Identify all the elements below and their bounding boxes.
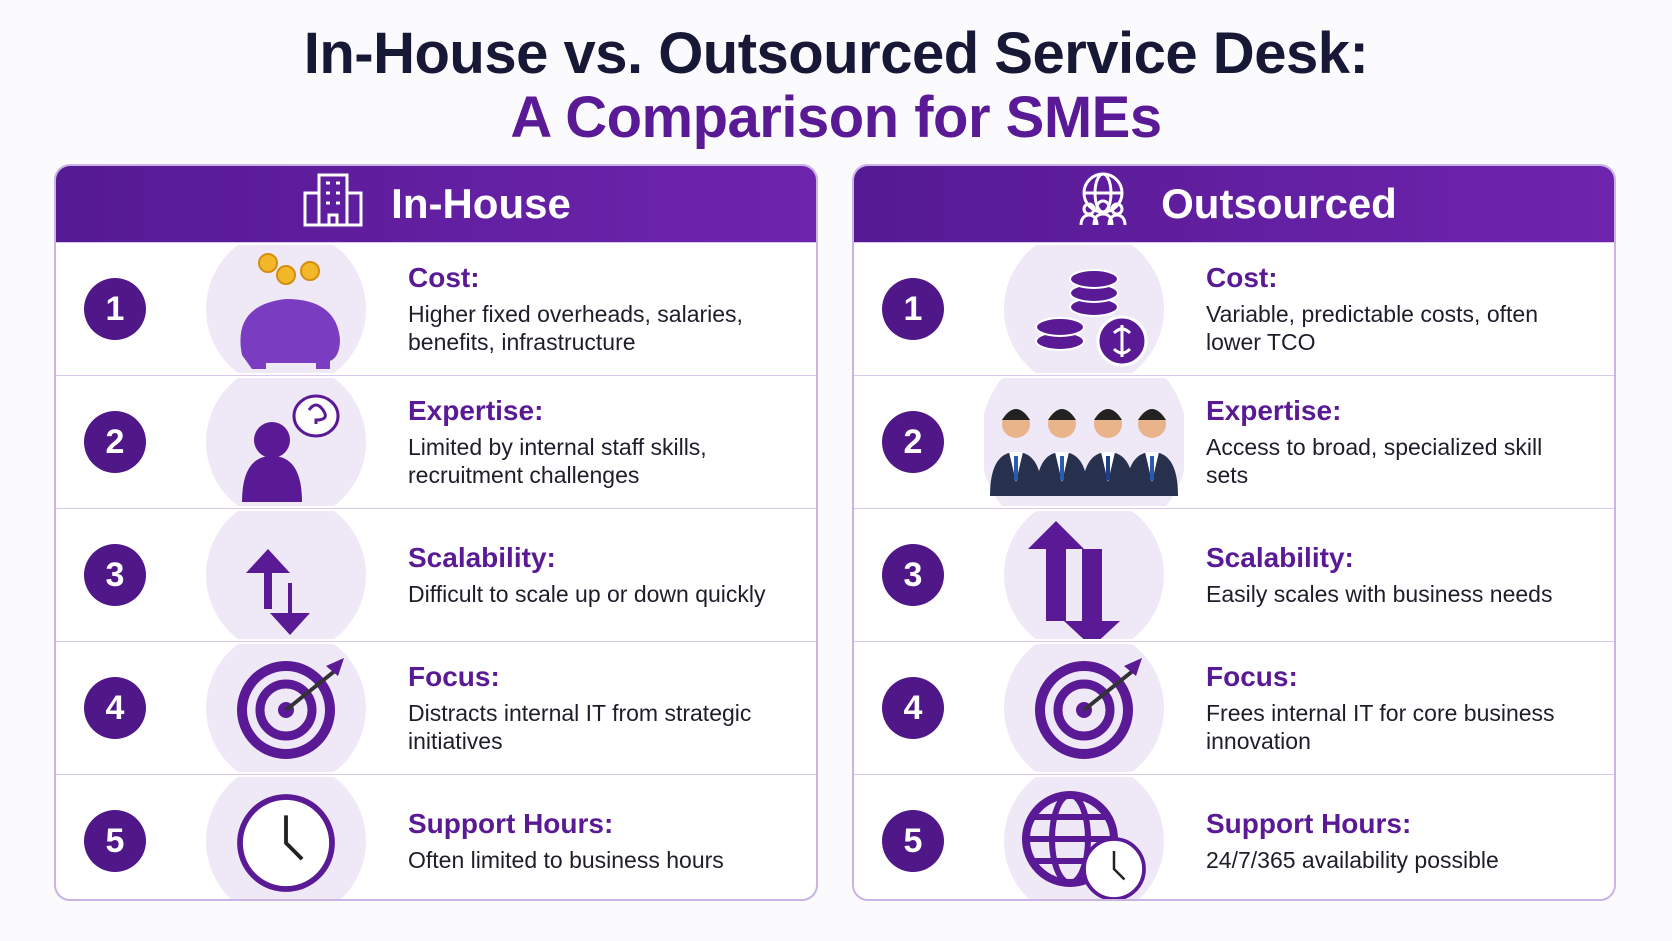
row-number: 2 bbox=[882, 411, 944, 473]
row-text: Support Hours: 24/7/365 availability poss… bbox=[1206, 808, 1586, 874]
row-number: 4 bbox=[84, 677, 146, 739]
row-text: Scalability: Difficult to scale up or dow… bbox=[408, 542, 788, 608]
comparison-row: 2 Expertise: Limited by internal staff ski… bbox=[56, 362, 816, 522]
row-description: Limited by internal staff skills, recrui… bbox=[408, 434, 707, 488]
comparison-row: 1 Cost: Variable, predictable costs, often… bbox=[854, 229, 1614, 389]
title-line2: A Comparison for SMEs bbox=[510, 85, 1162, 150]
row-label: Focus: bbox=[408, 661, 500, 692]
row-icon bbox=[186, 229, 386, 389]
row-text: Scalability: Easily scales with business … bbox=[1206, 542, 1586, 608]
comparison-row: 3 Scalability: Easily scales with business… bbox=[854, 495, 1614, 655]
row-number: 1 bbox=[84, 278, 146, 340]
panel-title: Outsourced bbox=[1161, 180, 1397, 227]
row-icon bbox=[186, 628, 386, 788]
row-icon bbox=[980, 338, 1188, 546]
row-text: Focus: Frees internal IT for core busines… bbox=[1206, 661, 1586, 755]
row-description: Easily scales with business needs bbox=[1206, 581, 1553, 607]
row-icon bbox=[984, 495, 1184, 655]
row-text: Cost: Variable, predictable costs, often … bbox=[1206, 262, 1586, 356]
row-label: Cost: bbox=[408, 262, 480, 293]
row-number: 1 bbox=[882, 278, 944, 340]
row-description: Higher fixed overheads, salaries, benefi… bbox=[408, 301, 743, 355]
row-label: Support Hours: bbox=[408, 808, 614, 839]
header-icon bbox=[301, 171, 365, 237]
row-description: Distracts internal IT from strategic ini… bbox=[408, 700, 752, 754]
row-label: Cost: bbox=[1206, 262, 1278, 293]
row-number: 3 bbox=[882, 544, 944, 606]
row-description: Often limited to business hours bbox=[408, 847, 724, 873]
row-number: 2 bbox=[84, 411, 146, 473]
row-text: Expertise: Access to broad, specialized s… bbox=[1206, 395, 1586, 489]
row-text: Focus: Distracts internal IT from strateg… bbox=[408, 661, 788, 755]
comparison-row: 4 Focus: Frees internal IT for core busine… bbox=[854, 628, 1614, 788]
header-icon bbox=[1071, 171, 1135, 237]
row-label: Support Hours: bbox=[1206, 808, 1412, 839]
row-text: Expertise: Limited by internal staff skil… bbox=[408, 395, 788, 489]
row-icon bbox=[984, 229, 1184, 389]
row-description: Frees internal IT for core business inno… bbox=[1206, 700, 1555, 754]
row-number: 5 bbox=[84, 810, 146, 872]
row-description: Access to broad, specialized skill sets bbox=[1206, 434, 1543, 488]
row-icon bbox=[186, 495, 386, 655]
comparison-row: 1 Cost: Higher fixed overheads, salaries, … bbox=[56, 229, 816, 389]
row-icon bbox=[186, 761, 386, 899]
row-number: 3 bbox=[84, 544, 146, 606]
comparison-row: 4 Focus: Distracts internal IT from strate… bbox=[56, 628, 816, 788]
panel-header: Outsourced bbox=[854, 166, 1614, 242]
row-number: 5 bbox=[882, 810, 944, 872]
row-label: Expertise: bbox=[1206, 395, 1342, 426]
comparison-row: 3 Scalability: Difficult to scale up or do… bbox=[56, 495, 816, 655]
row-text: Support Hours: Often limited to business … bbox=[408, 808, 788, 874]
panel: Outsourced 1 Cost: Variable, predictable co… bbox=[852, 164, 1616, 901]
row-text: Cost: Higher fixed overheads, salaries, b… bbox=[408, 262, 788, 356]
row-label: Scalability: bbox=[1206, 542, 1354, 573]
row-description: 24/7/365 availability possible bbox=[1206, 847, 1499, 873]
row-description: Variable, predictable costs, often lower… bbox=[1206, 301, 1538, 355]
comparison-row: 5 Support Hours: Often limited to business… bbox=[56, 761, 816, 899]
comparison-row: 2 Expertise: Access to broad, specialized … bbox=[854, 338, 1614, 546]
row-icon bbox=[186, 362, 386, 522]
row-icon bbox=[984, 628, 1184, 788]
row-description: Difficult to scale up or down quickly bbox=[408, 581, 766, 607]
panel: In-House 1 Cost: Higher fixed overheads, sa… bbox=[54, 164, 818, 901]
panel-title: In-House bbox=[391, 180, 571, 227]
panel-header: In-House bbox=[56, 166, 816, 242]
row-number: 4 bbox=[882, 677, 944, 739]
row-icon bbox=[984, 761, 1184, 899]
title-line1: In-House vs. Outsourced Service Desk: bbox=[303, 21, 1369, 86]
row-label: Focus: bbox=[1206, 661, 1298, 692]
row-label: Scalability: bbox=[408, 542, 556, 573]
comparison-row: 5 Support Hours: 24/7/365 availability pos… bbox=[854, 761, 1614, 899]
row-label: Expertise: bbox=[408, 395, 544, 426]
